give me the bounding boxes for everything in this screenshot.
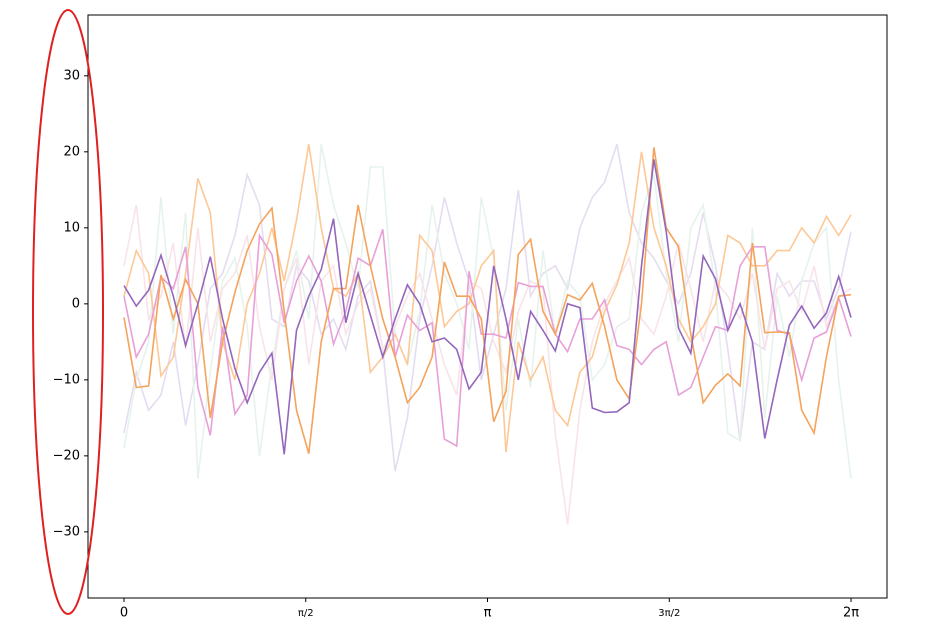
y-tick-label: 10	[63, 220, 80, 235]
y-tick-label: −10	[53, 372, 80, 387]
y-tick-label: 30	[63, 68, 80, 83]
y-tick-label: 0	[72, 296, 80, 311]
x-tick-label: 2π	[843, 606, 859, 621]
y-tick-label: −30	[53, 524, 80, 539]
y-tick-label: −20	[53, 448, 80, 463]
highlight-ellipse	[32, 9, 104, 615]
series-line	[123, 147, 852, 454]
y-tick-label: 20	[63, 144, 80, 159]
series-line	[123, 144, 852, 453]
series-line	[123, 159, 852, 455]
x-tick-label: π	[484, 606, 492, 621]
x-tick-label: 0	[120, 606, 128, 621]
x-tick-label: 3π/2	[658, 608, 680, 619]
series-line	[123, 143, 852, 472]
x-tick-label: π/2	[298, 608, 314, 619]
